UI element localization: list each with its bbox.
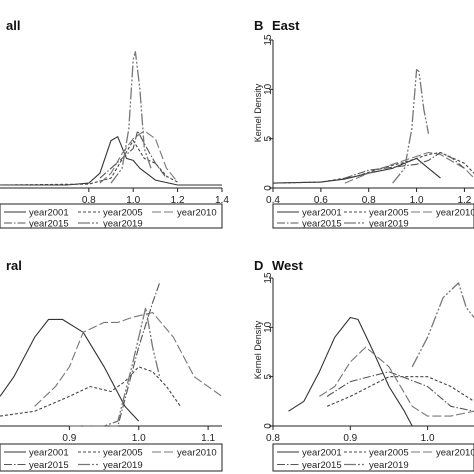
y-tick-label: 15 [263, 34, 274, 46]
y-tick-label: 10 [263, 83, 274, 95]
legend-label-year2010: year2010 [177, 448, 217, 459]
series-line-year2001 [288, 316, 413, 427]
series-line-year2001 [272, 157, 441, 184]
y-tick-label: 5 [263, 135, 274, 141]
panel-c-x-ticks: 0.9 1.0 1.1 [62, 426, 216, 444]
panel-b-plot-area [272, 68, 474, 184]
x-tick-label: 1.0 [421, 433, 435, 444]
series-line-year2005 [272, 151, 474, 184]
x-tick-label: 1.2 [457, 195, 471, 206]
panel-c-title: ral [6, 258, 22, 273]
panel-d-y-ticks: 0 5 10 15 [263, 272, 274, 429]
panel-d-plot-area [288, 282, 474, 427]
y-tick-label: 0 [263, 423, 274, 429]
series-line-year2015 [344, 151, 465, 179]
panel-b-letter: B [254, 18, 263, 33]
series-line-year2015 [326, 371, 474, 412]
legend-label-year2015: year2015 [302, 460, 342, 471]
panel-c-legend: year2001 year2005 year2010 year2015 year2019 [4, 448, 217, 471]
legend-label-year2010: year2010 [177, 208, 217, 219]
x-tick-label: 0.4 [266, 195, 280, 206]
legend-label-year2001: year2001 [302, 208, 342, 219]
x-tick-label: 0.8 [82, 195, 96, 206]
panel-a-legend: year2001 year2005 year2010 year2015 year2019 [4, 208, 217, 230]
panel-a-plot-area [0, 51, 222, 186]
panel-a: all 0.8 1.0 1.2 1.4 year2001 year2005 year201… [0, 18, 229, 230]
series-line-year2019 [411, 282, 474, 368]
legend-label-year2010: year2010 [436, 448, 474, 459]
series-line-year2005 [0, 366, 181, 417]
panel-b-x-ticks: 0.4 0.6 0.8 1.0 1.2 [266, 188, 472, 206]
legend-label-year2001: year2001 [29, 448, 69, 459]
x-tick-label: 1.0 [126, 195, 140, 206]
legend-label-year2005: year2005 [369, 208, 409, 219]
series-line-year2010 [99, 130, 179, 184]
panel-c-legend-box [0, 443, 223, 472]
series-line-year2001 [0, 136, 222, 186]
series-line-year2015 [69, 282, 161, 427]
legend-label-year2015: year2015 [302, 219, 342, 230]
panel-b-y-axis-label: Kernel Density [253, 83, 263, 142]
legend-label-year2015: year2015 [29, 460, 69, 471]
y-tick-label: 15 [263, 272, 274, 284]
legend-label-year2005: year2005 [369, 448, 409, 459]
x-tick-label: 0.8 [362, 195, 376, 206]
panel-b-legend-box [272, 203, 474, 229]
series-line-year2010 [344, 151, 474, 184]
panel-d-legend: year2001 year2005 year2010 year2015 year2019 [277, 448, 474, 471]
y-tick-label: 5 [263, 373, 274, 379]
legend-label-year2005: year2005 [103, 208, 143, 219]
x-tick-label: 1.2 [171, 195, 185, 206]
series-line-year2001 [0, 318, 140, 422]
panel-d-x-ticks: 0.8 0.9 1.0 [266, 426, 435, 444]
panel-d-legend-box [272, 443, 474, 472]
legend-label-year2005: year2005 [103, 448, 143, 459]
legend-label-year2010: year2010 [436, 208, 474, 219]
x-tick-label: 1.1 [201, 433, 215, 444]
y-tick-label: 0 [263, 185, 274, 191]
series-line-year2015 [99, 130, 167, 179]
series-line-year2010 [34, 311, 223, 407]
panel-d-y-axis-label: Kernel Density [253, 320, 263, 379]
panel-a-legend-box [0, 203, 223, 229]
x-tick-label: 1.0 [410, 195, 424, 206]
panel-b: B East Kernel Density 0 5 10 15 0.4 0.6 0.8 1.… [253, 18, 474, 230]
legend-label-year2001: year2001 [302, 448, 342, 459]
panel-a-title: all [6, 18, 20, 33]
x-tick-label: 0.8 [266, 433, 280, 444]
panel-d: D West Kernel Density 0 5 10 15 0.8 0.9 1.0 y… [253, 258, 474, 472]
series-line-year2019 [69, 306, 161, 427]
x-tick-label: 0.9 [343, 433, 357, 444]
legend-label-year2019: year2019 [369, 460, 409, 471]
panel-b-y-ticks: 0 5 10 15 [263, 34, 274, 191]
series-line-year2005 [0, 140, 178, 186]
legend-label-year2019: year2019 [369, 219, 409, 230]
x-tick-label: 1.4 [215, 195, 229, 206]
panel-b-legend: year2001 year2005 year2010 year2015 year2019 [277, 208, 474, 230]
legend-label-year2015: year2015 [29, 219, 69, 230]
series-line-year2010 [319, 346, 474, 417]
legend-label-year2001: year2001 [29, 208, 69, 219]
panel-c: ral 0.9 1.0 1.1 year2001 year2005 year2010ye… [0, 258, 223, 472]
x-tick-label: 1.0 [132, 433, 146, 444]
panel-d-title: West [272, 258, 303, 273]
x-tick-label: 0.6 [314, 195, 328, 206]
legend-label-year2019: year2019 [103, 460, 143, 471]
panel-b-title: East [272, 18, 300, 33]
panel-c-plot-area [0, 282, 223, 427]
x-tick-label: 0.9 [62, 433, 76, 444]
series-line-year2019 [392, 68, 430, 184]
legend-label-year2019: year2019 [103, 219, 143, 230]
panel-d-letter: D [254, 258, 263, 273]
series-line-year2019 [110, 51, 152, 184]
series-line-year2005 [326, 376, 474, 407]
y-tick-label: 10 [263, 321, 274, 333]
panel-a-x-ticks: 0.8 1.0 1.2 1.4 [82, 188, 229, 206]
